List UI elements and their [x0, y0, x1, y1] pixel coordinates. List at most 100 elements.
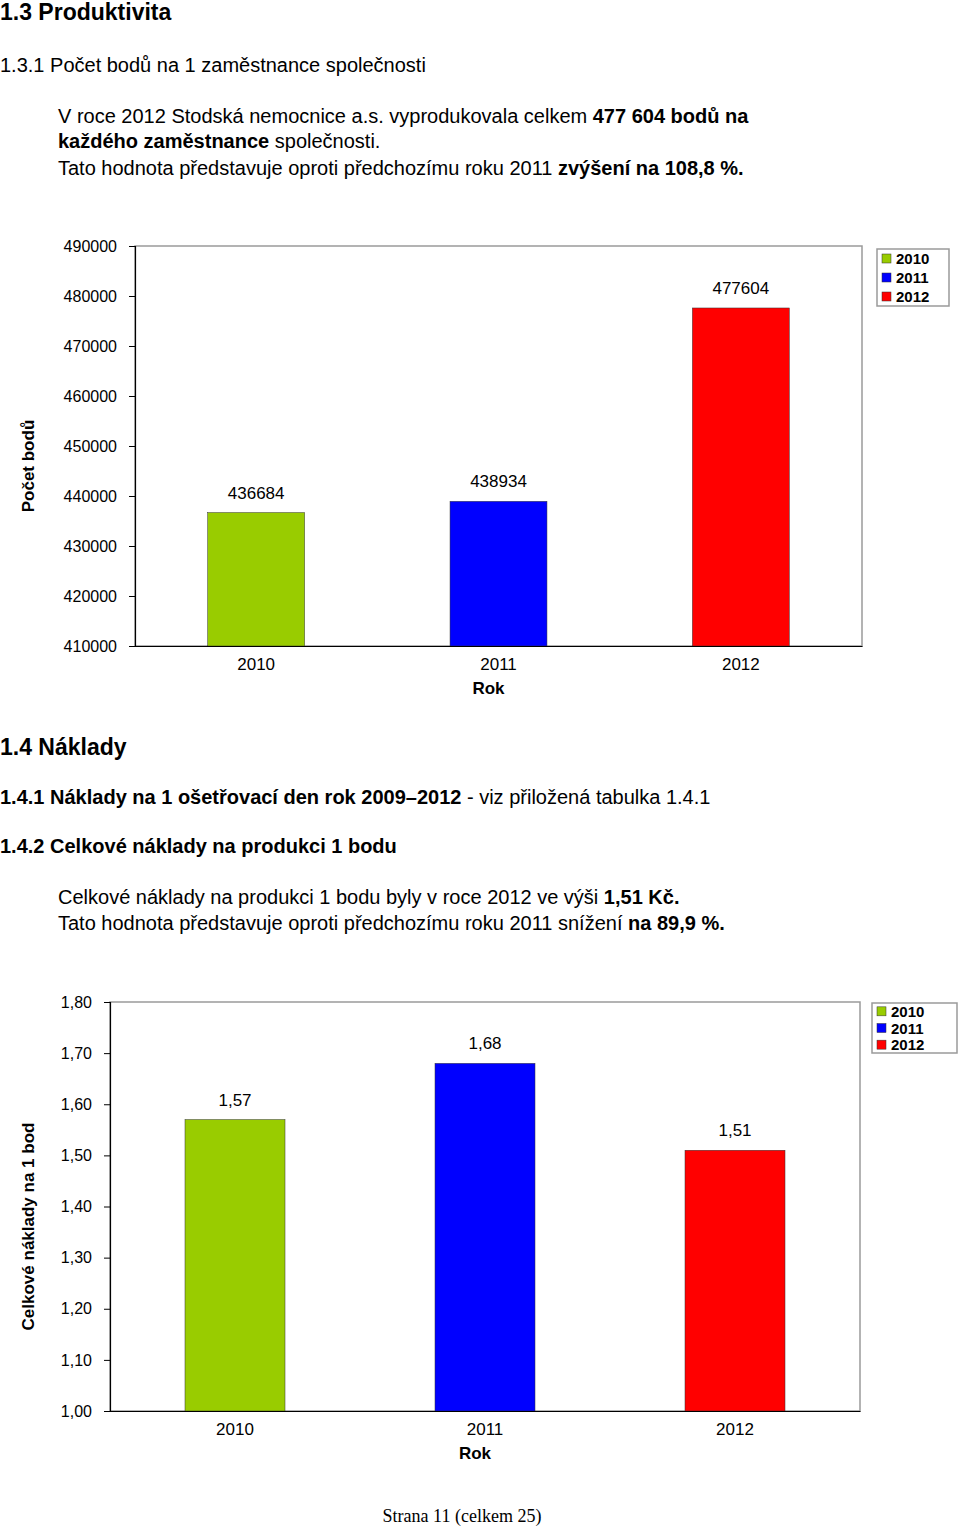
data-label: 1,68 — [468, 1034, 501, 1053]
legend: 201020112012 — [877, 249, 949, 306]
x-axis: 2010 2011 2012 — [136, 647, 863, 675]
text-run: 1.4 Náklady — [0, 734, 127, 760]
tick-mark — [129, 346, 135, 347]
y-axis-title: Celkové náklady na 1 bod — [19, 1123, 38, 1331]
tick-label: 440000 — [64, 488, 117, 505]
tick: 1,70 — [61, 1045, 110, 1062]
tick: 480000 — [64, 288, 135, 305]
legend-swatch — [882, 273, 891, 282]
tick-label: 2012 — [716, 1420, 754, 1439]
data-label: 436684 — [228, 484, 285, 503]
data-label: 477604 — [712, 279, 769, 298]
legend-box — [877, 249, 949, 306]
paragraph-line: V roce 2012 Stodská nemocnice a.s. vypro… — [58, 105, 749, 127]
bars — [208, 308, 790, 646]
tick: 2011 — [467, 1420, 504, 1439]
tick-label: 1,60 — [61, 1096, 92, 1113]
legend-label: 2010 — [896, 250, 929, 267]
tick-mark — [104, 1411, 110, 1412]
tick-mark — [104, 1002, 110, 1003]
tick: 1,20 — [61, 1300, 110, 1317]
x-axis-title: Rok — [472, 679, 505, 698]
tick-label: 470000 — [64, 338, 117, 355]
tick-label: 2011 — [480, 655, 517, 674]
tick-label: 1,20 — [61, 1300, 92, 1317]
tick-mark — [129, 446, 135, 447]
chart: 436684 438934 477604 410000 420000 430000 4400… — [19, 238, 950, 698]
tick-mark — [129, 396, 135, 397]
paragraph-line: každého zaměstnance společnosti. — [58, 130, 380, 152]
tick-mark — [129, 296, 135, 297]
text-run: 1,51 Kč. — [604, 886, 680, 908]
tick: 460000 — [64, 388, 135, 405]
tick: 420000 — [64, 588, 135, 605]
tick: 410000 — [64, 638, 135, 655]
tick: 1,60 — [61, 1096, 110, 1113]
tick-label: 460000 — [64, 388, 117, 405]
bar — [685, 1150, 785, 1411]
axis-line — [104, 1003, 111, 1412]
bars — [185, 1063, 785, 1411]
tick-label: 1,70 — [61, 1045, 92, 1062]
tick-mark — [104, 1104, 110, 1105]
tick-label: 2010 — [237, 655, 275, 674]
legend-swatch — [877, 1007, 886, 1016]
tick-label: 1,00 — [61, 1403, 92, 1420]
axis-line — [111, 1411, 861, 1412]
bar — [450, 501, 547, 646]
text-run: na 89,9 %. — [628, 912, 725, 934]
legend-label: 2012 — [891, 1036, 924, 1053]
legend-swatch — [877, 1040, 886, 1049]
tick-label: 490000 — [64, 238, 117, 255]
tick-mark — [104, 1309, 110, 1310]
axis-line — [129, 247, 136, 647]
text-run: zvýšení na 108,8 %. — [558, 157, 744, 179]
text-run: Tato hodnota představuje oproti předchoz… — [58, 157, 558, 179]
text-run: 1.3.1 Počet bodů na 1 zaměstnance společ… — [0, 54, 426, 76]
bar — [692, 308, 789, 646]
bar — [435, 1063, 535, 1411]
tick-mark — [129, 546, 135, 547]
tick-label: 420000 — [64, 588, 117, 605]
tick-mark — [129, 596, 135, 597]
tick: 1,80 — [61, 994, 110, 1011]
tick: 1,00 — [61, 1403, 110, 1420]
legend-label: 2012 — [896, 288, 929, 305]
page: 1.3 Produktivita1.3.1 Počet bodů na 1 za… — [0, 0, 960, 1528]
legend-swatch — [882, 292, 891, 301]
tick: 490000 — [64, 238, 135, 255]
tick-label: 1,30 — [61, 1249, 92, 1266]
tick: 440000 — [64, 488, 135, 505]
x-axis-title: Rok — [459, 1444, 492, 1463]
paragraph-line: Tato hodnota představuje oproti předchoz… — [58, 157, 744, 179]
tick: 2012 — [716, 1420, 754, 1439]
tick-mark — [129, 496, 135, 497]
tick-mark — [104, 1053, 110, 1054]
tick-mark — [104, 1155, 110, 1156]
text-run: společnosti. — [269, 130, 380, 152]
bar — [185, 1120, 285, 1411]
plot-frame — [135, 246, 862, 646]
tick-mark — [104, 1207, 110, 1208]
tick: 2012 — [722, 655, 760, 674]
footer: Strana 11 (celkem 25) — [383, 1506, 542, 1527]
data-label: 438934 — [470, 472, 527, 491]
paragraph-line: Celkové náklady na produkci 1 bodu byly … — [58, 886, 679, 908]
tick: 470000 — [64, 338, 135, 355]
text-run: - viz přiložená tabulka 1.4.1 — [461, 786, 710, 808]
tick-label: 1,40 — [61, 1198, 92, 1215]
tick-mark — [129, 646, 135, 647]
tick-mark — [129, 246, 135, 247]
tick-label: 2010 — [216, 1420, 254, 1439]
tick: 2011 — [480, 655, 517, 674]
legend-box — [872, 1003, 957, 1053]
legend-swatch — [877, 1024, 886, 1033]
y-axis-title: Počet bodů — [19, 420, 38, 513]
tick-label: 450000 — [64, 438, 117, 455]
chart: 1,571,681,511,001,101,201,301,401,501,60… — [19, 994, 958, 1463]
tick-mark — [104, 1360, 110, 1361]
tick-label: 430000 — [64, 538, 117, 555]
text-run: 1.4.2 Celkové náklady na produkci 1 bodu — [0, 835, 397, 857]
axis-line — [136, 646, 863, 647]
text-run: každého zaměstnance — [58, 130, 269, 152]
